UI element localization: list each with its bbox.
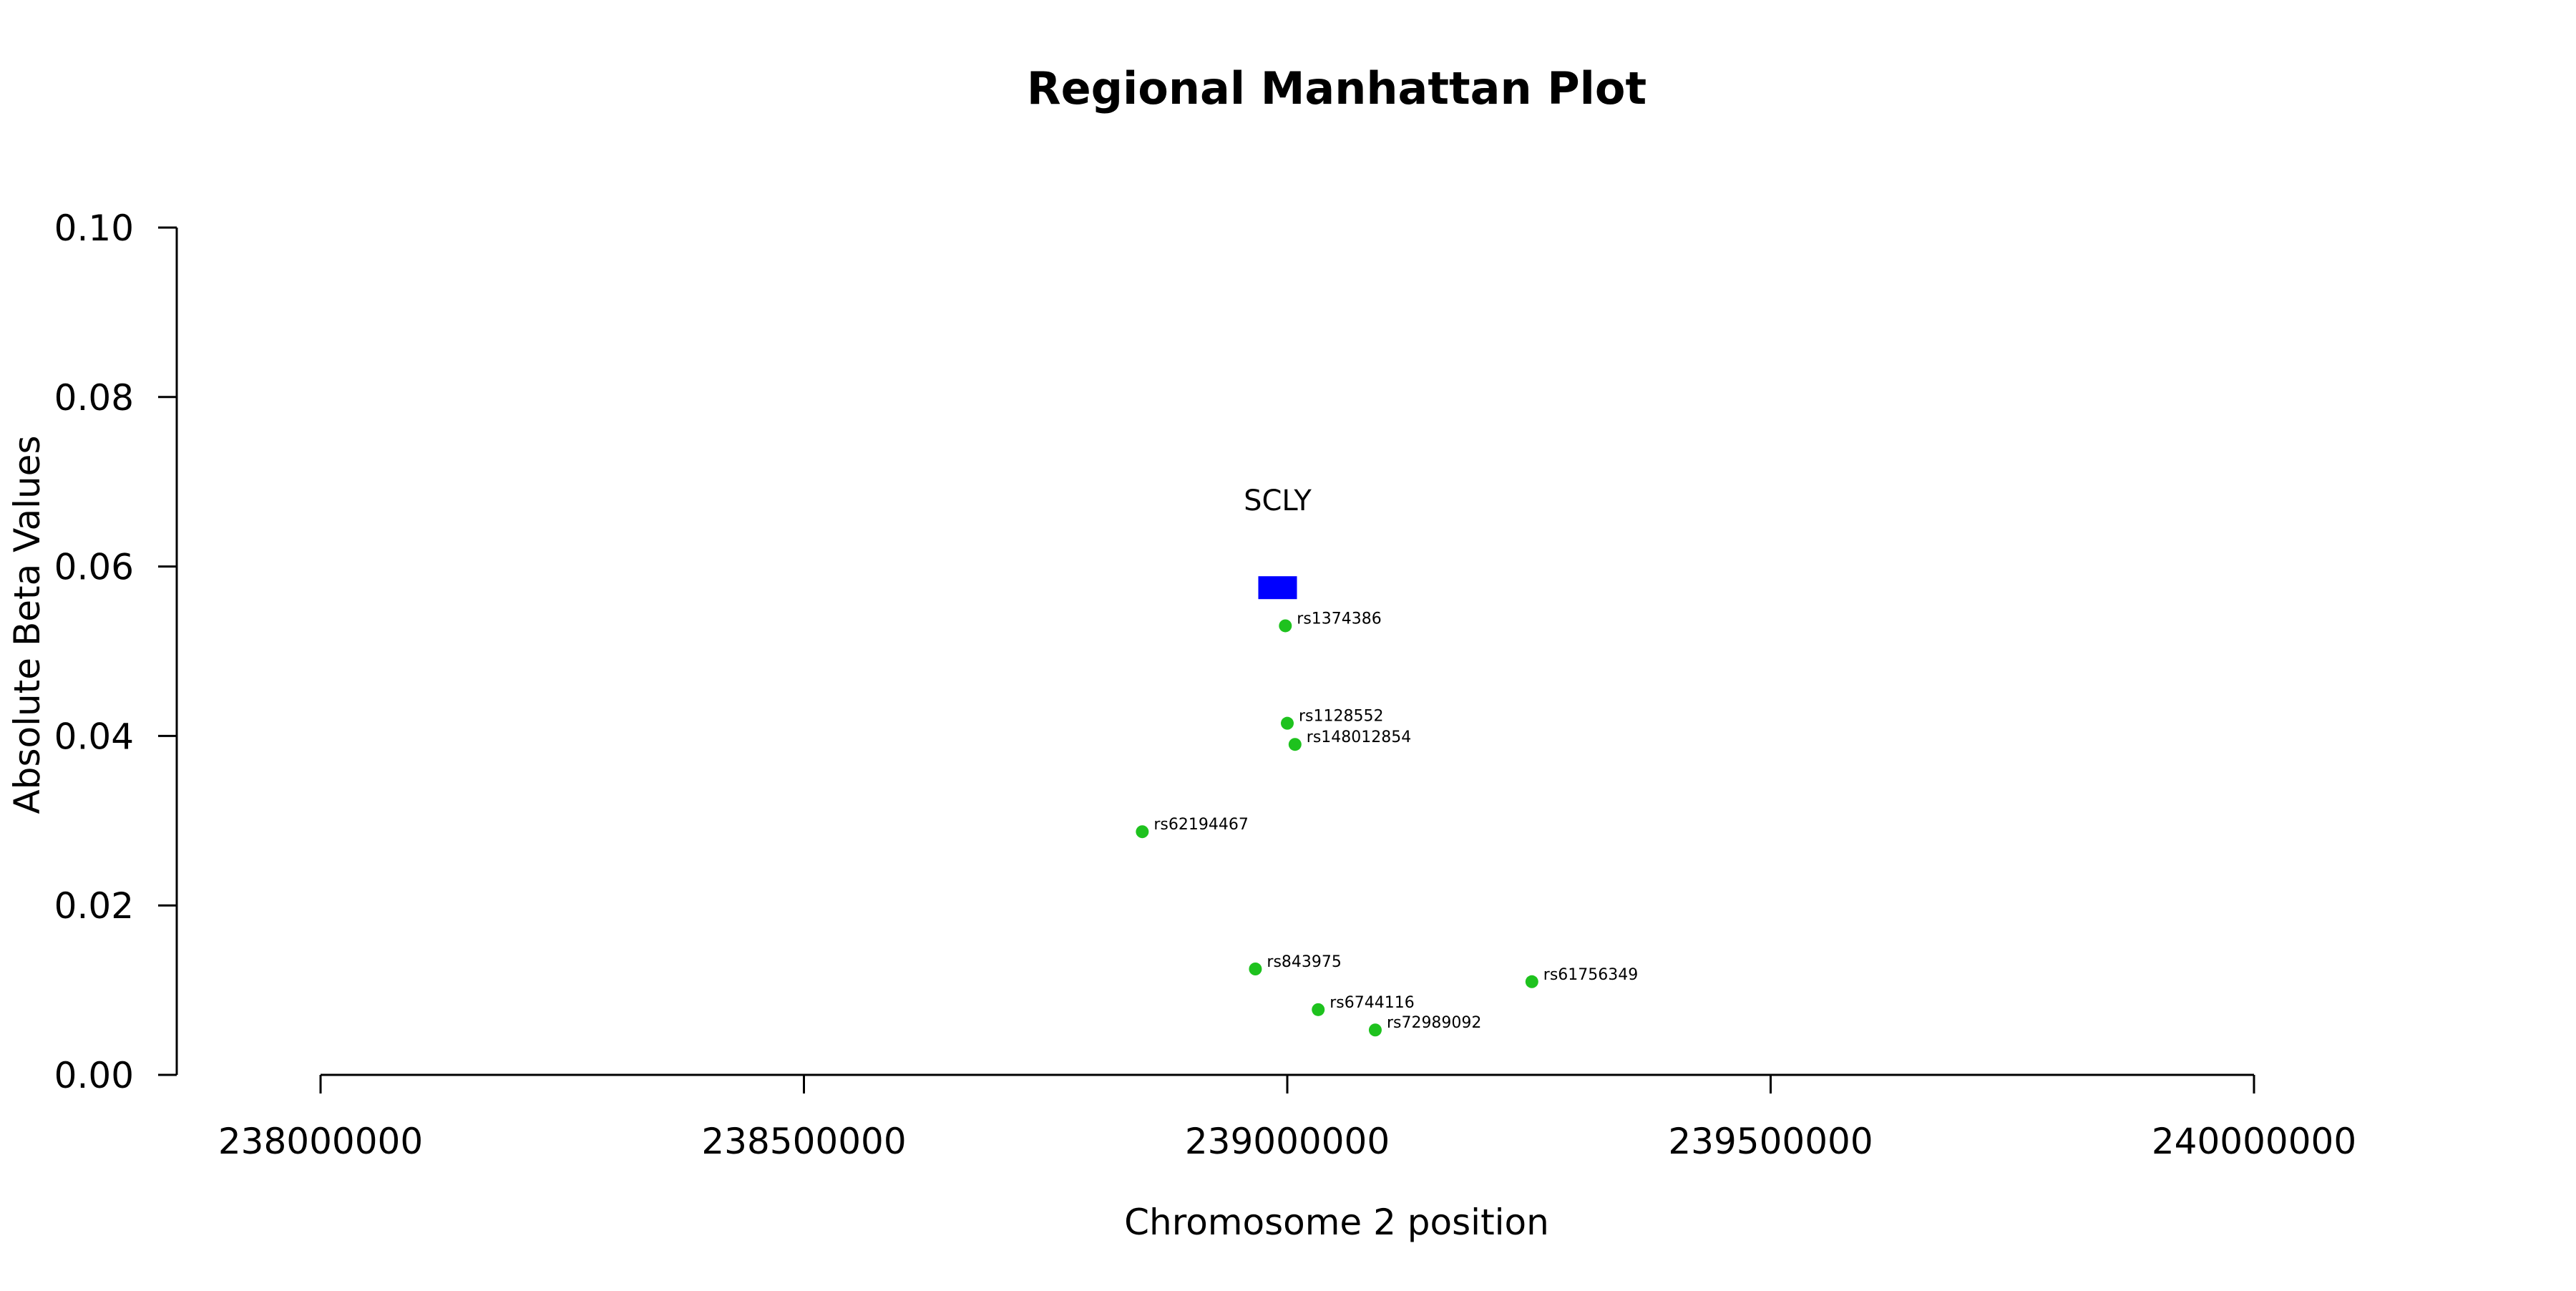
snp-point — [1312, 1003, 1325, 1016]
chart-title: Regional Manhattan Plot — [1027, 62, 1646, 115]
y-axis: 0.00 0.02 0.04 0.06 0.08 0.10 — [54, 208, 178, 1096]
gene-block — [1258, 576, 1297, 600]
y-tick-label: 0.08 — [54, 377, 134, 419]
snp-label: rs843975 — [1267, 953, 1342, 971]
snp-label: rs61756349 — [1543, 966, 1638, 984]
y-tick-label: 0.06 — [54, 547, 134, 588]
snp-label: rs148012854 — [1307, 729, 1411, 746]
snp-label: rs6744116 — [1330, 994, 1415, 1012]
snp-label: rs62194467 — [1153, 816, 1248, 834]
snp-point — [1279, 619, 1292, 633]
x-tick-label: 240000000 — [2152, 1121, 2356, 1162]
snp-point — [1288, 738, 1302, 751]
snp-point — [1281, 716, 1294, 730]
x-axis-label: Chromosome 2 position — [1124, 1202, 1549, 1243]
snp-point — [1525, 975, 1538, 988]
x-tick-label: 238000000 — [218, 1121, 423, 1162]
snp-point — [1136, 825, 1149, 839]
y-tick-label: 0.02 — [54, 885, 134, 927]
snp-label: rs1128552 — [1299, 708, 1384, 726]
snp-points: rs1374386 rs1128552 rs148012854 rs62194467 r… — [1136, 610, 1638, 1037]
gene-label: SCLY — [1244, 484, 1312, 517]
snp-label: rs72989092 — [1387, 1014, 1481, 1032]
snp-point — [1249, 963, 1262, 975]
y-tick-label: 0.04 — [54, 716, 134, 757]
y-axis-label: Absolute Beta Values — [6, 436, 48, 814]
x-axis: 238000000 238500000 239000000 239500000 2400… — [218, 1073, 2356, 1162]
x-tick-label: 238500000 — [701, 1121, 906, 1162]
y-tick-label: 0.00 — [54, 1055, 134, 1096]
x-tick-label: 239500000 — [1668, 1121, 1873, 1162]
snp-label: rs1374386 — [1297, 610, 1382, 628]
gene-track: SCLY — [1244, 484, 1312, 600]
snp-point — [1368, 1023, 1382, 1037]
y-tick-label: 0.10 — [54, 208, 134, 249]
x-tick-label: 239000000 — [1185, 1121, 1390, 1162]
